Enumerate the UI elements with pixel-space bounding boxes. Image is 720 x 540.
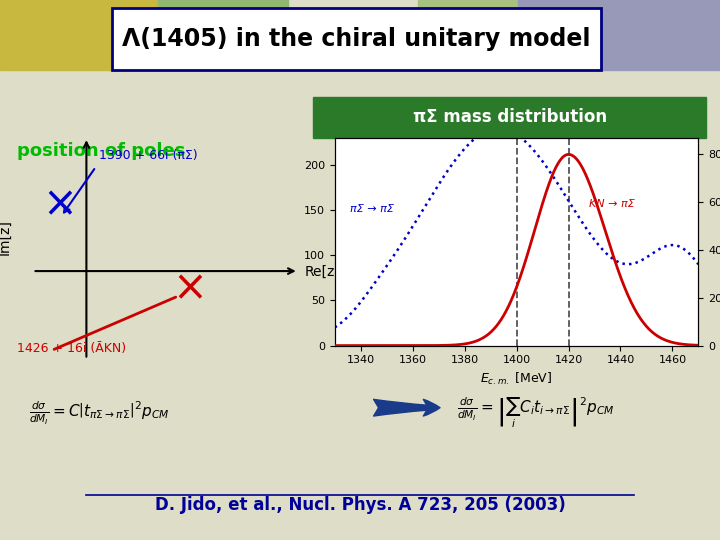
Bar — [0, 0, 158, 70]
Text: $\frac{d\sigma}{dM_I} = \left|\sum_i C_i t_{i\rightarrow\pi\Sigma}\right|^2 p_{C: $\frac{d\sigma}{dM_I} = \left|\sum_i C_i… — [457, 396, 615, 430]
Bar — [158, 0, 288, 70]
Bar — [313, 97, 706, 138]
Bar — [418, 0, 518, 70]
Text: D. Jido, et al., Nucl. Phys. A 723, 205 (2003): D. Jido, et al., Nucl. Phys. A 723, 205 … — [155, 496, 565, 514]
Text: $\times$: $\times$ — [172, 266, 203, 308]
Text: 1426 + 16i (ĀKN): 1426 + 16i (ĀKN) — [17, 342, 126, 355]
Text: πΣ → πΣ: πΣ → πΣ — [351, 204, 395, 214]
Text: 1390 + 66i (πΣ): 1390 + 66i (πΣ) — [99, 149, 198, 162]
Text: $\times$: $\times$ — [42, 182, 73, 224]
Text: Λ(1405) in the chiral unitary model: Λ(1405) in the chiral unitary model — [122, 27, 590, 51]
Text: Im[z]: Im[z] — [0, 219, 11, 255]
FancyBboxPatch shape — [112, 8, 601, 70]
Text: Re[z]: Re[z] — [305, 265, 341, 279]
Text: $\frac{d\sigma}{dM_I} = C\left|t_{\pi\Sigma\rightarrow\pi\Sigma}\right|^2 p_{CM}: $\frac{d\sigma}{dM_I} = C\left|t_{\pi\Si… — [29, 400, 169, 427]
Text: πΣ mass distribution: πΣ mass distribution — [413, 108, 607, 126]
Text: position of poles: position of poles — [17, 142, 185, 160]
X-axis label: $E_{c.m.}$ [MeV]: $E_{c.m.}$ [MeV] — [480, 371, 553, 387]
Text: KN → πΣ: KN → πΣ — [590, 199, 635, 209]
Bar — [518, 0, 720, 70]
